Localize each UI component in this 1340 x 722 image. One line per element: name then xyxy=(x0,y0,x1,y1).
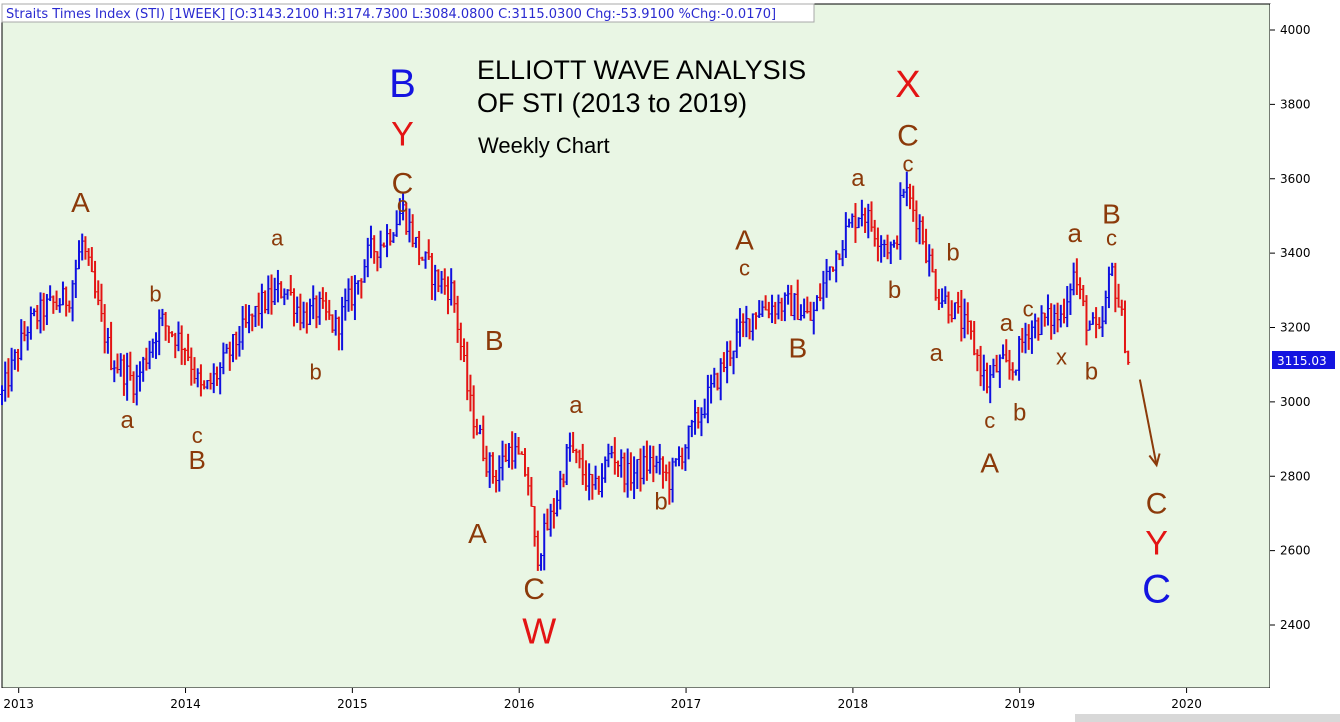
wave-label: B xyxy=(485,325,504,356)
x-tick-label: 2013 xyxy=(3,697,34,711)
arrow-head xyxy=(1148,453,1161,468)
y-tick-label: 2800 xyxy=(1280,469,1311,483)
x-tick-label: 2019 xyxy=(1004,697,1035,711)
projection-arrow xyxy=(1138,379,1161,468)
x-tick-label: 2018 xyxy=(838,697,869,711)
scroll-strip[interactable] xyxy=(1075,714,1340,722)
wave-label: a xyxy=(1000,310,1014,337)
plot-area xyxy=(1,3,1271,689)
wave-label: b xyxy=(946,240,959,267)
header-box xyxy=(1,3,815,23)
wave-label: C xyxy=(897,119,919,152)
wave-label: Y xyxy=(1145,524,1168,562)
wave-label: b xyxy=(149,281,161,306)
wave-label: a xyxy=(1068,218,1083,248)
time-axis-area xyxy=(0,688,1270,722)
wave-label: x xyxy=(1056,345,1067,370)
x-tick-label: 2020 xyxy=(1171,697,1202,711)
y-tick-label: 3400 xyxy=(1280,246,1311,260)
wave-label: c xyxy=(1023,296,1034,321)
wave-label: b xyxy=(654,489,667,516)
wave-label: a xyxy=(930,340,944,367)
wave-label: B xyxy=(189,445,206,475)
wave-label: c xyxy=(1106,226,1117,251)
wave-label: b xyxy=(888,277,901,304)
wave-label: A xyxy=(71,187,90,218)
wave-label: a xyxy=(851,165,865,192)
wave-label: a xyxy=(271,226,284,251)
wave-label: c xyxy=(739,255,750,280)
x-tick-label: 2017 xyxy=(671,697,702,711)
wave-label: B xyxy=(1102,198,1121,229)
chart-subtitle: Weekly Chart xyxy=(478,133,610,158)
wave-label: X xyxy=(895,64,920,106)
wave-label: c xyxy=(902,151,913,176)
wave-label: B xyxy=(389,62,416,106)
wave-label: C xyxy=(1142,568,1171,612)
y-tick-label: 3600 xyxy=(1280,172,1311,186)
wave-label: A xyxy=(735,224,754,255)
y-tick-label: 2400 xyxy=(1280,618,1311,632)
y-tick-label: 2600 xyxy=(1280,544,1311,558)
wave-label: a xyxy=(120,407,134,434)
axis-ticks: 2400 2600 2800 3000 3200 3400 3600 3800 4000 2013… xyxy=(3,23,1310,711)
wave-label: a xyxy=(569,392,583,419)
arrow-shaft xyxy=(1138,379,1158,466)
x-tick-label: 2015 xyxy=(337,697,368,711)
wave-label: b xyxy=(1085,359,1098,386)
price-bars xyxy=(0,171,1131,571)
chart-title-line2: OF STI (2013 to 2019) xyxy=(477,88,747,118)
wave-label: W xyxy=(522,611,556,652)
chart-title-line1: ELLIOTT WAVE ANALYSIS xyxy=(477,55,806,85)
wave-label: c xyxy=(984,408,995,433)
y-tick-label: 3800 xyxy=(1280,97,1311,111)
wave-label: c xyxy=(192,423,203,448)
y-tick-label: 3000 xyxy=(1280,395,1311,409)
wave-label: A xyxy=(468,518,487,549)
wave-label: A xyxy=(980,448,999,479)
header-text: Straits Times Index (STI) [1WEEK] [O:314… xyxy=(6,7,776,22)
wave-label: c xyxy=(397,192,408,217)
x-tick-label: 2016 xyxy=(504,697,535,711)
wave-label: b xyxy=(310,360,322,385)
last-price-tag: 3115.03 xyxy=(1272,351,1335,369)
wave-label: C xyxy=(392,168,414,201)
wave-label: Y xyxy=(391,115,414,153)
y-tick-label: 4000 xyxy=(1280,23,1311,37)
wave-label: C xyxy=(523,573,545,606)
wave-label: b xyxy=(1013,399,1026,426)
last-price-box xyxy=(1272,351,1335,369)
wave-label: C xyxy=(1146,487,1168,520)
last-price-value: 3115.03 xyxy=(1277,354,1327,368)
wave-label: B xyxy=(788,332,807,363)
x-tick-label: 2014 xyxy=(170,697,201,711)
y-tick-label: 3200 xyxy=(1280,321,1311,335)
